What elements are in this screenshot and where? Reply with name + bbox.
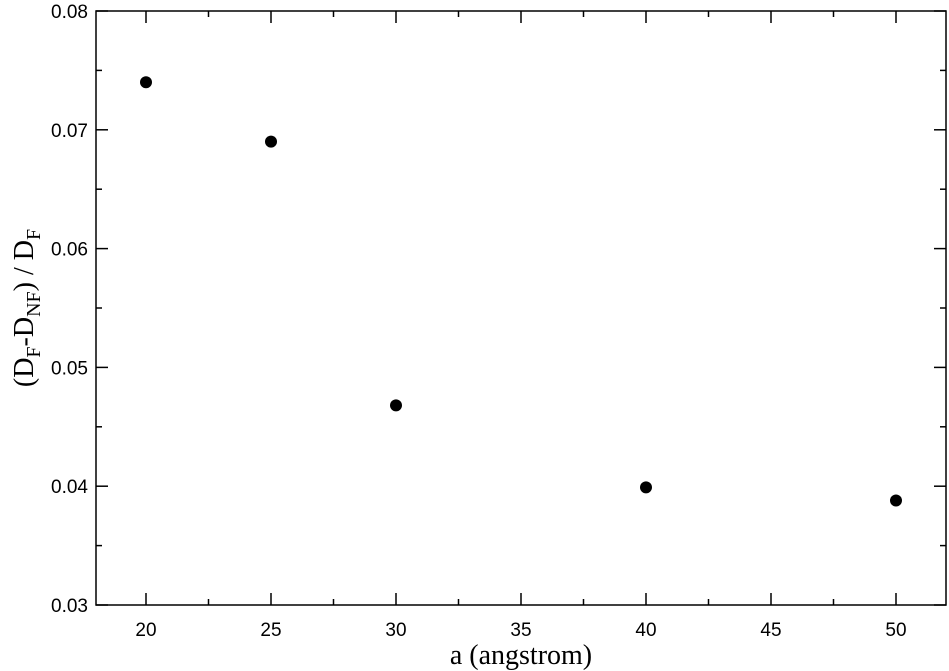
y-axis-title-part: -D bbox=[9, 317, 40, 347]
y-tick-label: 0.07 bbox=[51, 121, 88, 142]
x-tick-label: 40 bbox=[635, 620, 656, 641]
data-point bbox=[140, 76, 152, 89]
x-tick-label: 30 bbox=[385, 620, 406, 641]
y-tick-label: 0.05 bbox=[51, 358, 88, 379]
x-tick-label: 35 bbox=[510, 620, 531, 641]
y-axis-title: (DF-DNF) / DF bbox=[9, 229, 45, 387]
x-tick-label: 25 bbox=[260, 620, 281, 641]
x-tick-label: 45 bbox=[760, 620, 781, 641]
data-points bbox=[140, 76, 902, 507]
data-point bbox=[640, 481, 652, 494]
y-axis-title-subscript: F bbox=[23, 229, 45, 240]
x-tick-label: 20 bbox=[135, 620, 156, 641]
y-axis-title-subscript: NF bbox=[23, 291, 45, 317]
axis-ticks: 20 25 30 35 40 45 50 0.03 0.04 0.05 0.06 0.07 0.08 bbox=[51, 2, 946, 641]
data-point bbox=[265, 135, 277, 148]
x-tick-label: 50 bbox=[885, 620, 906, 641]
y-axis-title-subscript: F bbox=[23, 346, 45, 357]
data-point bbox=[390, 399, 402, 412]
y-axis-title-part: (D bbox=[9, 358, 40, 388]
y-tick-label: 0.08 bbox=[51, 2, 88, 23]
y-axis-title-part: ) / D bbox=[9, 240, 40, 291]
plot-frame bbox=[95, 10, 947, 606]
data-point bbox=[890, 494, 902, 507]
y-tick-label: 0.04 bbox=[51, 477, 88, 498]
x-axis-title: a (angstrom) bbox=[450, 640, 592, 671]
y-tick-label: 0.06 bbox=[51, 240, 88, 261]
y-tick-label: 0.03 bbox=[51, 596, 88, 617]
